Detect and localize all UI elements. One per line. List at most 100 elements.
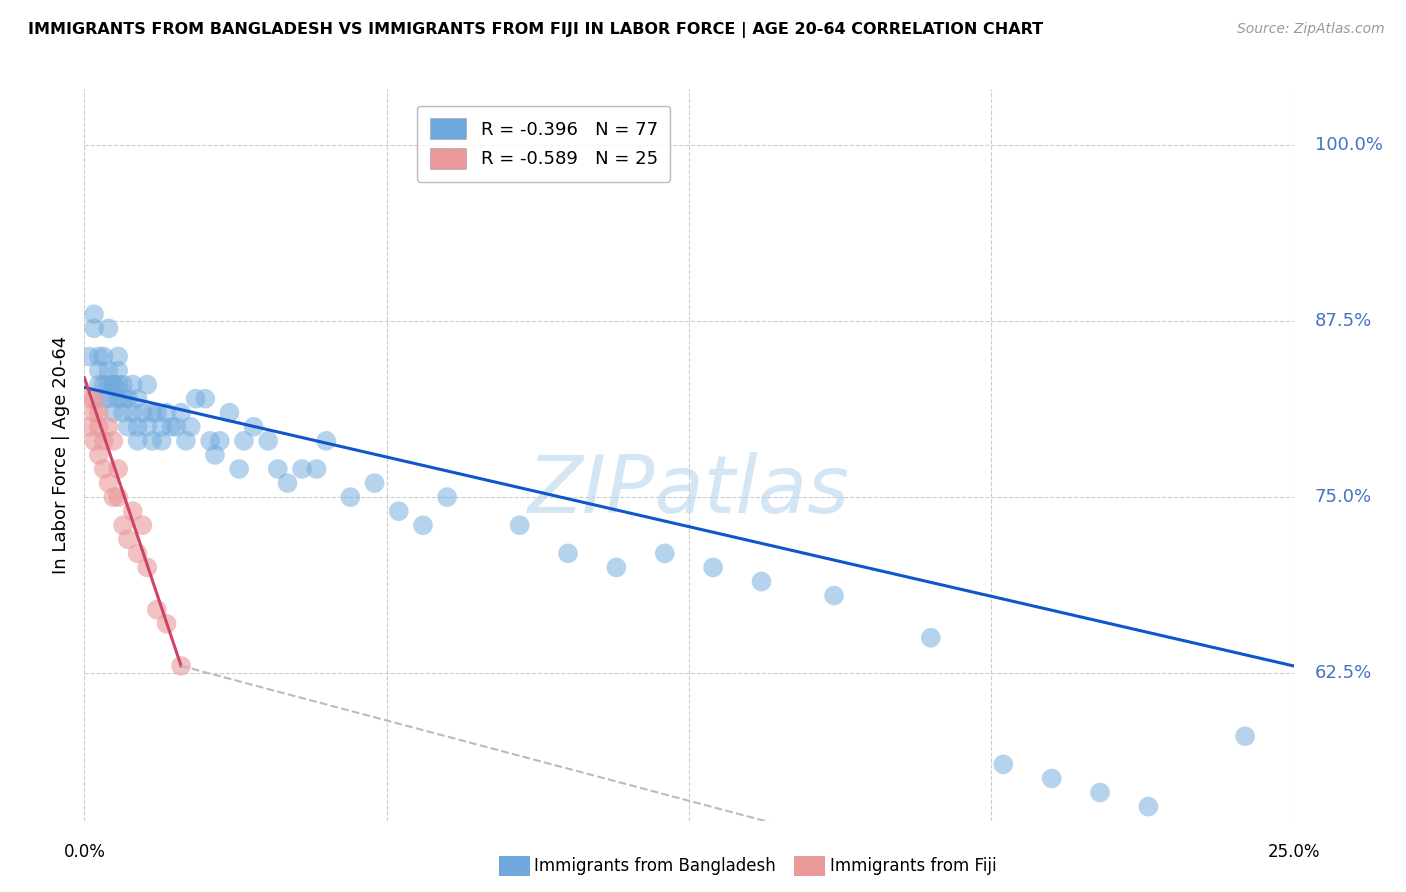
Point <box>93 377 115 392</box>
Text: IMMIGRANTS FROM BANGLADESH VS IMMIGRANTS FROM FIJI IN LABOR FORCE | AGE 20-64 CO: IMMIGRANTS FROM BANGLADESH VS IMMIGRANTS… <box>28 22 1043 38</box>
Point <box>103 406 125 420</box>
Point <box>174 434 197 448</box>
Point <box>751 574 773 589</box>
Point <box>97 321 120 335</box>
Point <box>93 434 115 448</box>
Point <box>141 434 163 448</box>
Point <box>97 363 120 377</box>
Point <box>233 434 256 448</box>
Point <box>412 518 434 533</box>
Point <box>83 307 105 321</box>
Point <box>121 406 143 420</box>
Point <box>103 434 125 448</box>
Point <box>155 616 177 631</box>
Point <box>141 406 163 420</box>
Text: ZIPatlas: ZIPatlas <box>527 452 851 531</box>
Point <box>184 392 207 406</box>
Point <box>87 406 110 420</box>
Point <box>702 560 724 574</box>
Point <box>107 363 129 377</box>
Point <box>121 504 143 518</box>
Y-axis label: In Labor Force | Age 20-64: In Labor Force | Age 20-64 <box>52 335 70 574</box>
Text: 75.0%: 75.0% <box>1315 488 1372 506</box>
Point <box>605 560 627 574</box>
Point <box>204 448 226 462</box>
Point <box>103 377 125 392</box>
Point <box>112 377 135 392</box>
Point <box>920 631 942 645</box>
Point <box>131 406 153 420</box>
Point <box>509 518 531 533</box>
Point <box>436 490 458 504</box>
Point <box>1234 729 1257 743</box>
Point <box>208 434 231 448</box>
Point <box>112 406 135 420</box>
Point <box>97 377 120 392</box>
Point <box>127 392 149 406</box>
Point <box>107 350 129 364</box>
Point <box>87 363 110 377</box>
Point <box>165 419 187 434</box>
Point <box>1088 785 1111 799</box>
Point <box>146 406 169 420</box>
Point <box>267 462 290 476</box>
Point <box>107 392 129 406</box>
Point <box>107 377 129 392</box>
Point <box>93 350 115 364</box>
Point <box>160 419 183 434</box>
Point <box>1040 772 1063 786</box>
Point <box>93 462 115 476</box>
Point <box>77 350 100 364</box>
Point <box>83 406 105 420</box>
Point <box>117 419 139 434</box>
Text: Immigrants from Fiji: Immigrants from Fiji <box>830 857 997 875</box>
Point <box>87 377 110 392</box>
Point <box>97 392 120 406</box>
Point <box>93 392 115 406</box>
Point <box>83 321 105 335</box>
Point <box>155 406 177 420</box>
Point <box>170 659 193 673</box>
Point <box>87 419 110 434</box>
Text: 25.0%: 25.0% <box>1267 843 1320 861</box>
Point <box>131 518 153 533</box>
Point <box>117 533 139 547</box>
Point <box>117 392 139 406</box>
Point <box>198 434 221 448</box>
Point <box>136 377 159 392</box>
Point <box>291 462 314 476</box>
Point <box>107 490 129 504</box>
Point <box>103 377 125 392</box>
Point <box>276 476 298 491</box>
Point <box>993 757 1015 772</box>
Text: 100.0%: 100.0% <box>1315 136 1382 154</box>
Point <box>97 419 120 434</box>
Point <box>107 462 129 476</box>
Point <box>315 434 337 448</box>
Point <box>218 406 240 420</box>
Point <box>83 434 105 448</box>
Point <box>127 546 149 560</box>
Point <box>194 392 217 406</box>
Point <box>77 392 100 406</box>
Point <box>150 419 173 434</box>
Point <box>121 377 143 392</box>
Point <box>257 434 280 448</box>
Point <box>654 546 676 560</box>
Point <box>127 434 149 448</box>
Text: 87.5%: 87.5% <box>1315 312 1372 330</box>
Point <box>112 518 135 533</box>
Point <box>136 419 159 434</box>
Point <box>1137 799 1160 814</box>
Point <box>339 490 361 504</box>
Point <box>136 560 159 574</box>
Point <box>127 419 149 434</box>
Point <box>242 419 264 434</box>
Text: Immigrants from Bangladesh: Immigrants from Bangladesh <box>534 857 776 875</box>
Point <box>112 392 135 406</box>
Point <box>305 462 328 476</box>
Point <box>180 419 202 434</box>
Text: 62.5%: 62.5% <box>1315 664 1372 682</box>
Point <box>87 448 110 462</box>
Point <box>103 490 125 504</box>
